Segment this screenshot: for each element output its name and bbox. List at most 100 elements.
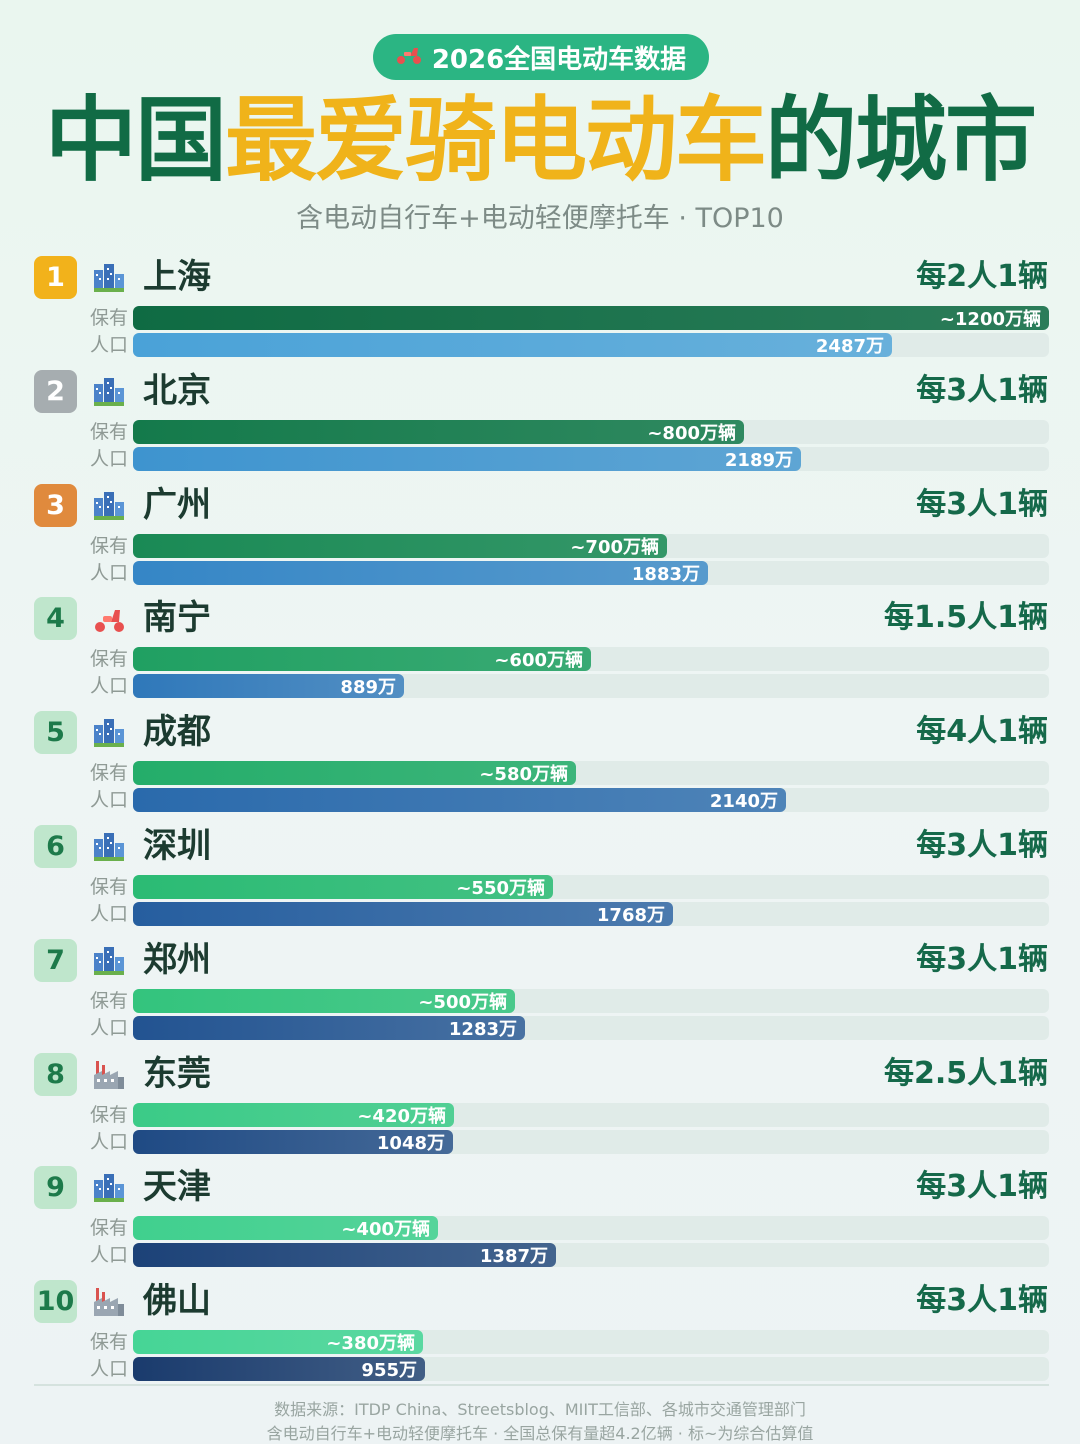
ownership-track: ~600万辆 <box>133 647 1049 672</box>
ownership-track: ~550万辆 <box>133 875 1049 899</box>
city-name: 上海 <box>143 257 211 297</box>
rank-badge: 2 <box>34 369 77 413</box>
cityscape-icon <box>92 374 126 408</box>
ownership-bar: ~580万辆 <box>133 761 576 786</box>
header-badge: 2026全国电动车数据 <box>373 34 709 80</box>
population-series-label: 人口 <box>90 789 129 812</box>
chart-row: 5 成都 每4人1辆保有人口 ~580万辆 2140万 <box>0 705 1080 815</box>
ownership-bar: ~420万辆 <box>133 1102 454 1127</box>
population-track: 955万 <box>133 1357 1049 1382</box>
ownership-value-label: ~800万辆 <box>647 422 736 444</box>
population-track: 1048万 <box>133 1129 1049 1154</box>
chart-row: 2 北京 每3人1辆 保有 人口 ~800万辆 2189万 <box>0 364 1080 474</box>
ownership-value-label: ~580万辆 <box>479 764 568 786</box>
ownership-value-label: ~500万辆 <box>418 991 507 1013</box>
population-value-label: 1387万 <box>479 1246 548 1268</box>
ownership-series-label: 保有 <box>90 307 129 329</box>
city-name: 南宁 <box>143 598 211 639</box>
ownership-track: ~380万辆 <box>133 1330 1049 1355</box>
population-bar: 2189万 <box>133 446 801 471</box>
population-track: 1768万 <box>133 902 1049 926</box>
chart-row: 9 天津 每3人1辆 保有 人口 ~400万辆 1387万 <box>0 1160 1080 1270</box>
ownership-series-label: 保有 <box>90 762 129 785</box>
city-name: 郑州 <box>143 939 211 980</box>
title-part-1: 中国 <box>44 87 227 194</box>
scooter-icon <box>92 601 126 635</box>
city-name: 成都 <box>143 712 211 753</box>
population-value-label: 1283万 <box>448 1018 517 1040</box>
population-series-label: 人口 <box>90 1016 129 1039</box>
rank-badge: 1 <box>34 256 77 299</box>
ownership-track: ~700万辆 <box>133 533 1049 558</box>
population-value-label: 889万 <box>340 677 396 699</box>
chart-row: 6 深圳 每3人1辆 保有 人口 ~550万辆 1768万 <box>0 819 1080 929</box>
chart-row: 10 佛山 每3人1辆保有人口 ~380万辆 955万 <box>0 1274 1080 1384</box>
ratio-label: 每2人1辆 <box>916 259 1048 294</box>
ownership-track: ~420万辆 <box>133 1102 1049 1127</box>
ownership-value-label: ~400万辆 <box>341 1219 430 1241</box>
population-series-label: 人口 <box>90 1358 129 1381</box>
population-series-label: 人口 <box>90 1244 129 1267</box>
ratio-label: 每3人1辆 <box>916 828 1048 863</box>
footer-divider <box>34 1384 1049 1386</box>
rank-badge: 10 <box>34 1280 77 1324</box>
title-part-3: 的城市 <box>765 87 1037 194</box>
chart-row: 7 郑州 每3人1辆 保有 人口 ~500万辆 1283万 <box>0 933 1080 1043</box>
population-value-label: 2140万 <box>709 791 778 813</box>
ownership-series-label: 保有 <box>90 1331 129 1354</box>
city-name: 北京 <box>143 370 211 411</box>
ratio-label: 每1.5人1辆 <box>883 600 1048 636</box>
population-bar: 1387万 <box>133 1243 556 1268</box>
population-track: 2487万 <box>133 333 1049 357</box>
ownership-bar: ~400万辆 <box>133 1216 438 1241</box>
ratio-label: 每3人1辆 <box>916 1283 1048 1319</box>
ownership-bar: ~550万辆 <box>133 875 553 899</box>
population-bar: 1048万 <box>133 1129 453 1154</box>
population-series-label: 人口 <box>90 1130 129 1153</box>
cityscape-icon <box>92 260 126 294</box>
population-bar: 1768万 <box>133 902 673 926</box>
ownership-bar: ~700万辆 <box>133 533 667 558</box>
chart-row: 4 南宁 每1.5人1辆 保有 人口 ~600万辆 889万 <box>0 591 1080 701</box>
city-name: 东莞 <box>143 1053 211 1094</box>
city-name: 深圳 <box>143 826 211 866</box>
ownership-value-label: ~550万辆 <box>456 878 545 899</box>
chart-row: 8 东莞 每2.5人1辆 保有 人口 ~420万辆 1048万 <box>0 1047 1080 1157</box>
population-bar: 2487万 <box>133 333 892 357</box>
title-part-2: 最爱骑电动车 <box>224 87 767 194</box>
cityscape-icon <box>92 829 126 863</box>
footer-note: 含电动自行车+电动轻便摩托车 · 全国总保有量超4.2亿辆 · 标~为综合估算值 <box>266 1424 814 1443</box>
ratio-label: 每4人1辆 <box>916 714 1048 750</box>
rank-badge: 9 <box>34 1166 77 1210</box>
ownership-series-label: 保有 <box>90 1103 129 1126</box>
ratio-label: 每3人1辆 <box>916 486 1048 522</box>
rank-badge: 3 <box>34 483 77 527</box>
population-bar: 1883万 <box>133 560 708 585</box>
city-name: 天津 <box>143 1167 211 1208</box>
population-value-label: 955万 <box>361 1360 417 1382</box>
population-series-label: 人口 <box>90 903 129 925</box>
city-name: 佛山 <box>143 1281 211 1322</box>
ratio-label: 每3人1辆 <box>916 372 1048 408</box>
population-track: 1387万 <box>133 1243 1049 1268</box>
population-series-label: 人口 <box>90 447 129 470</box>
cityscape-icon <box>92 943 126 977</box>
ownership-track: ~400万辆 <box>133 1216 1049 1241</box>
ownership-series-label: 保有 <box>90 876 129 898</box>
rank-badge: 5 <box>34 711 77 755</box>
population-track: 889万 <box>133 674 1049 699</box>
population-track: 2189万 <box>133 446 1049 471</box>
population-series-label: 人口 <box>90 675 129 698</box>
population-track: 1283万 <box>133 1015 1049 1040</box>
ownership-bar: ~600万辆 <box>133 647 591 672</box>
city-name: 广州 <box>143 484 211 525</box>
footer-source: 数据来源：ITDP China、Streetsblog、MIIT工信部、各城市交… <box>274 1400 806 1419</box>
population-series-label: 人口 <box>90 561 129 584</box>
ownership-series-label: 保有 <box>90 1217 129 1240</box>
population-series-label: 人口 <box>90 334 129 356</box>
ownership-value-label: ~420万辆 <box>357 1105 446 1127</box>
population-track: 2140万 <box>133 788 1049 813</box>
rank-badge: 8 <box>34 1052 77 1096</box>
ownership-track: ~500万辆 <box>133 988 1049 1013</box>
ownership-bar: ~380万辆 <box>133 1330 423 1355</box>
